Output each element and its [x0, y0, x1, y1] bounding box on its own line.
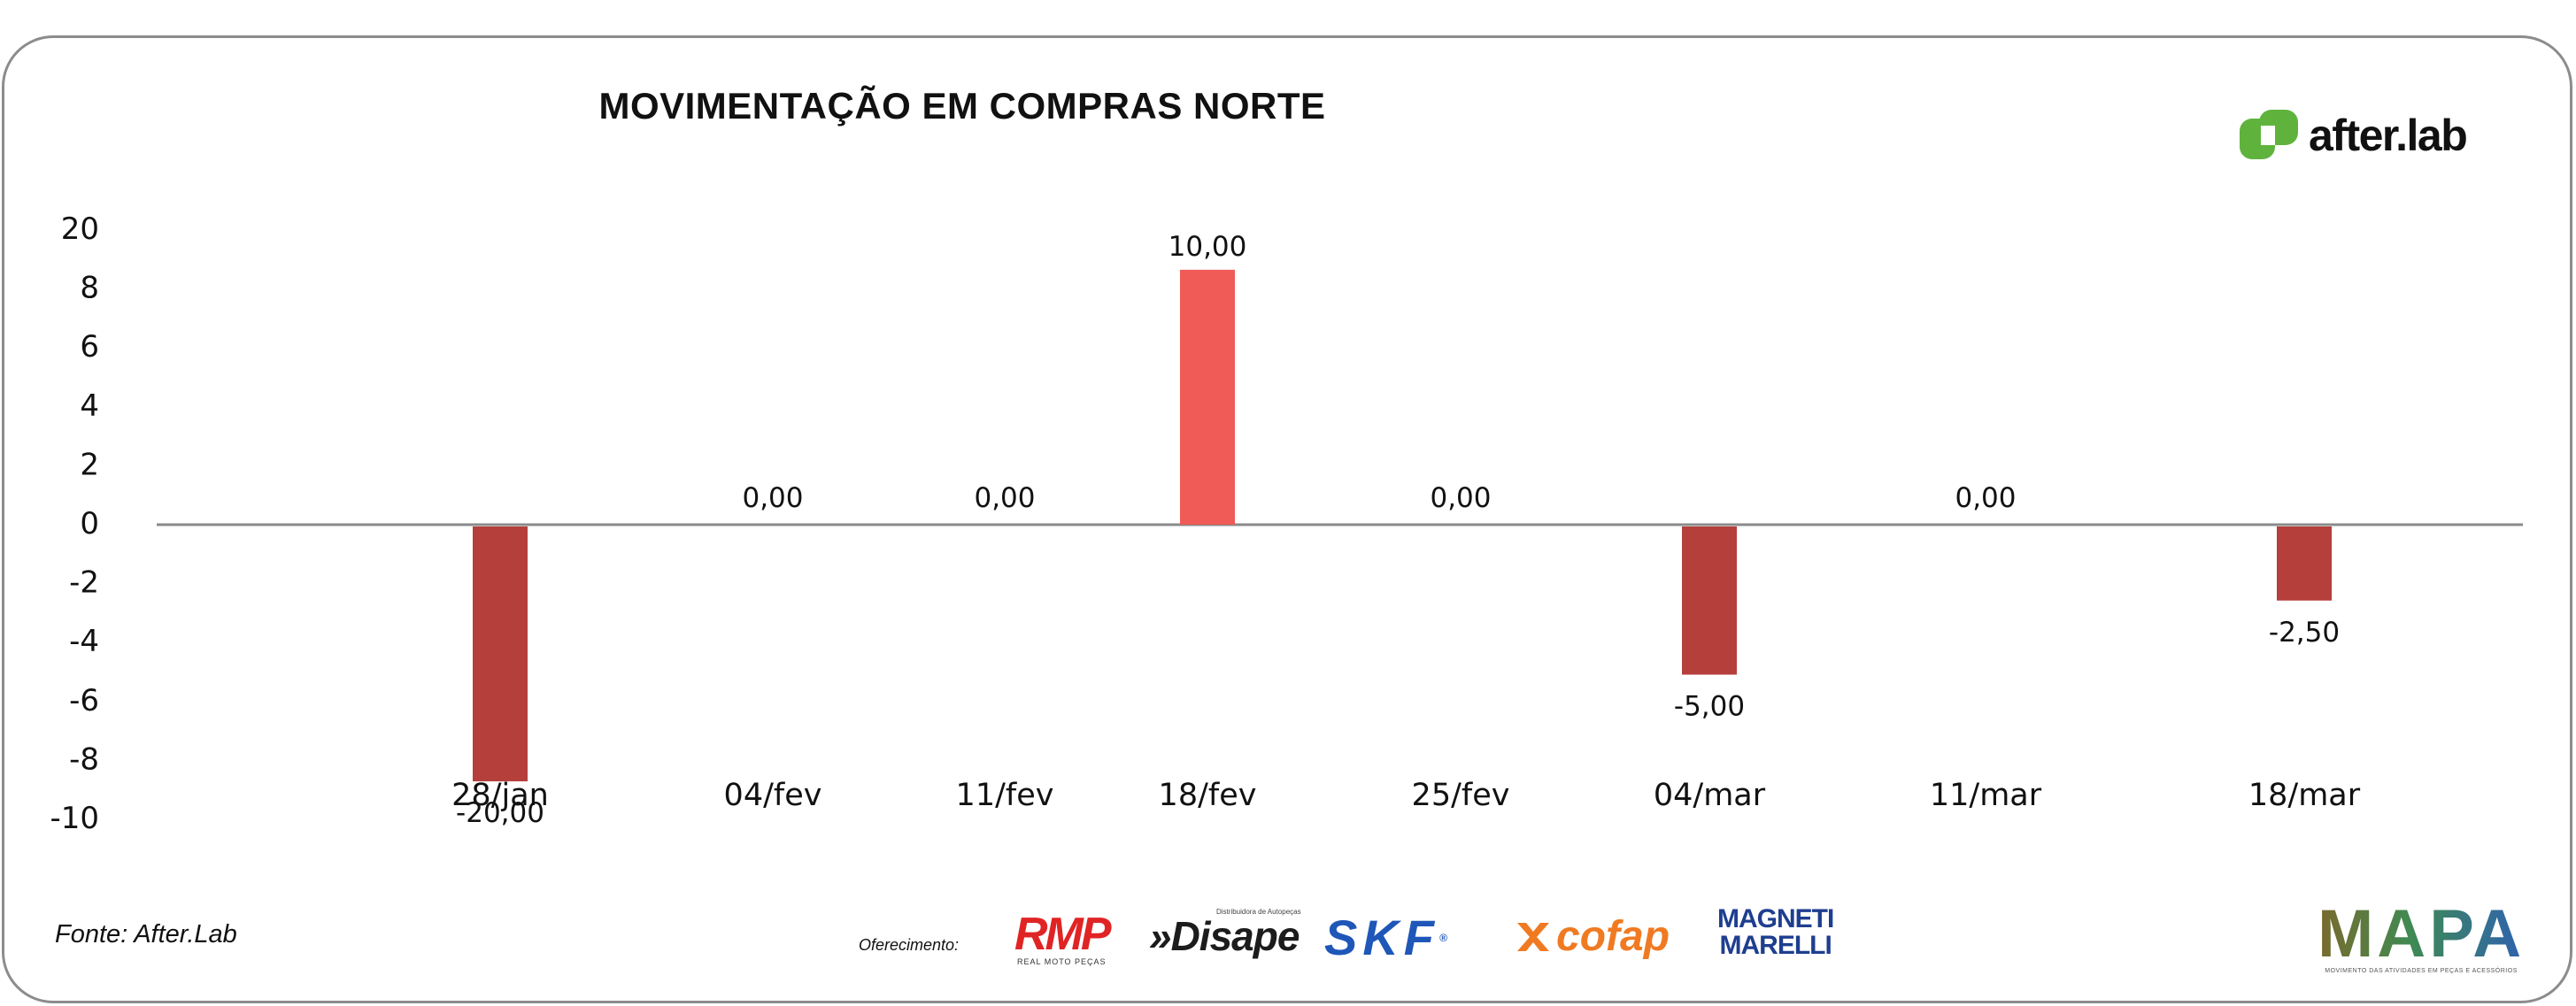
- y-tick-label: 2: [80, 447, 99, 482]
- data-label: 0,00: [1955, 482, 2016, 514]
- bar: [1682, 526, 1737, 675]
- afterlab-logo-icon: [2240, 110, 2298, 159]
- rmp-logo: RMP REAL MOTO PEÇAS: [1014, 909, 1112, 966]
- y-tick-label: 20: [61, 211, 99, 247]
- chart-card: [2, 35, 2572, 1003]
- data-label: 10,00: [1168, 231, 1247, 263]
- afterlab-logo-text: after.lab: [2309, 111, 2468, 160]
- y-tick-label: 4: [80, 388, 99, 424]
- x-tick-label: 04/mar: [1654, 778, 1766, 813]
- rmp-logo-subtitle: REAL MOTO PEÇAS: [1017, 957, 1107, 966]
- y-tick-label: -10: [50, 801, 99, 836]
- y-tick-label: -4: [69, 624, 99, 659]
- data-label: 0,00: [974, 482, 1035, 514]
- skf-logo: SKF ®: [1324, 910, 1447, 965]
- y-tick-label: -2: [69, 565, 99, 601]
- data-label: -20,00: [456, 797, 544, 829]
- cofap-logo: cofap: [1514, 915, 1670, 959]
- x-tick-label: 11/mar: [1930, 778, 2042, 813]
- cofap-x-icon: [1517, 923, 1549, 951]
- y-tick-label: -6: [69, 683, 99, 718]
- bar: [2277, 526, 2332, 601]
- disape-logo: Distribuidora de Autopeças »Disape: [1149, 908, 1301, 956]
- rmp-logo-text: RMP: [1014, 909, 1112, 960]
- disape-logo-subtitle: Distribuidora de Autopeças: [1216, 908, 1301, 916]
- mapa-logo: MAPA MOVIMENTO DAS ATIVIDADES EM PEÇAS E…: [2318, 896, 2526, 975]
- y-tick-label: -8: [69, 741, 99, 777]
- mapa-logo-text: MAPA: [2318, 896, 2526, 971]
- afterlab-logo: after.lab: [2240, 110, 2468, 161]
- magneti-marelli-logo: MAGNETI MARELLI: [1717, 904, 1834, 960]
- chart-title: MOVIMENTAÇÃO EM COMPRAS NORTE: [598, 85, 1326, 127]
- x-tick-label: 04/fev: [724, 778, 822, 813]
- source-note: Fonte: After.Lab: [55, 920, 237, 948]
- x-tick-label: 11/fev: [956, 778, 1054, 813]
- magneti-logo-line-2: MARELLI: [1719, 931, 1832, 960]
- y-tick-label: 0: [80, 506, 99, 541]
- magneti-logo-line-1: MAGNETI: [1717, 904, 1834, 933]
- data-label: 0,00: [1430, 482, 1491, 514]
- x-tick-label: 25/fev: [1412, 778, 1510, 813]
- data-label: 0,00: [742, 482, 803, 514]
- mapa-logo-subtitle: MOVIMENTO DAS ATIVIDADES EM PEÇAS E ACES…: [2325, 968, 2518, 974]
- x-tick-label: 28/jan: [451, 778, 549, 813]
- bar: [1180, 269, 1235, 525]
- cofap-logo-text: cofap: [1556, 913, 1670, 960]
- x-tick-label: 18/mar: [2248, 778, 2361, 813]
- disape-logo-text: »Disape: [1149, 913, 1300, 959]
- data-label: -5,00: [1674, 691, 1745, 723]
- y-tick-label: 6: [80, 329, 99, 365]
- y-tick-label: 8: [80, 271, 99, 306]
- skf-logo-text: SKF: [1324, 910, 1439, 965]
- offer-label: Oferecimento:: [859, 936, 960, 954]
- x-tick-label: 18/fev: [1159, 778, 1257, 813]
- data-label: -2,50: [2269, 617, 2340, 649]
- bar: [473, 526, 528, 782]
